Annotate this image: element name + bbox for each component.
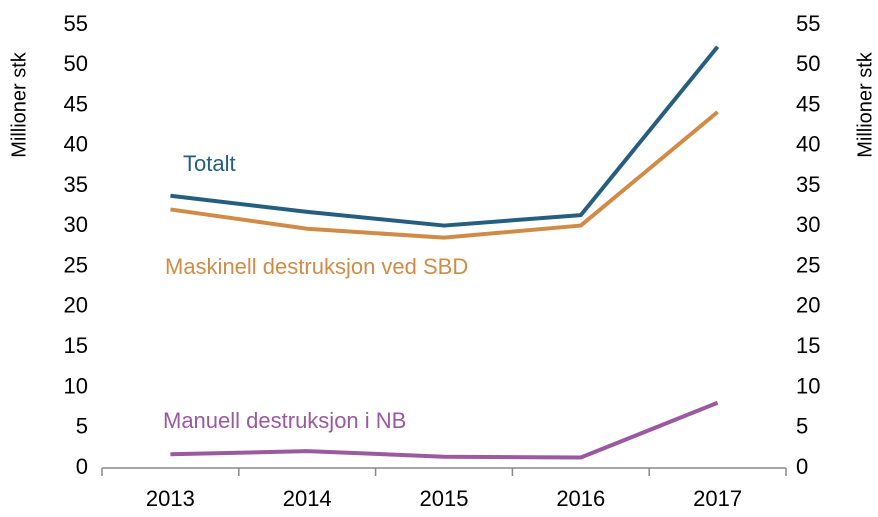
- series-line: [170, 110, 719, 240]
- y-tick-label: 25: [64, 252, 88, 277]
- y2-tick-label: 10: [796, 373, 820, 398]
- y-tick-label: 50: [64, 51, 88, 76]
- y-tick-label: 10: [64, 373, 88, 398]
- y-tick-label: 45: [64, 91, 88, 116]
- series-label: Manuell destruksjon i NB: [163, 408, 406, 433]
- y-tick-label: 35: [64, 172, 88, 197]
- y2-tick-label: 25: [796, 252, 820, 277]
- y-tick-label: 5: [76, 414, 88, 439]
- y-tick-label: 30: [64, 212, 88, 237]
- x-tick-label: 2016: [556, 486, 605, 511]
- y-axis-label: Millioner stk: [8, 51, 30, 158]
- y-tick-label: 15: [64, 333, 88, 358]
- y2-tick-label: 30: [796, 212, 820, 237]
- series-line: [170, 400, 719, 460]
- y2-tick-label: 45: [796, 91, 820, 116]
- y2-tick-label: 55: [796, 11, 820, 36]
- y2-tick-label: 15: [796, 333, 820, 358]
- y2-tick-label: 20: [796, 293, 820, 318]
- x-tick-label: 2014: [283, 486, 332, 511]
- x-tick-label: 2017: [693, 486, 742, 511]
- y2-tick-label: 0: [796, 454, 808, 479]
- y-tick-label: 55: [64, 11, 88, 36]
- y2-tick-label: 40: [796, 132, 820, 157]
- x-tick-label: 2013: [146, 486, 195, 511]
- series-label: Maskinell destruksjon ved SBD: [165, 254, 468, 279]
- y2-tick-label: 35: [796, 172, 820, 197]
- y-tick-label: 40: [64, 132, 88, 157]
- y-tick-label: 20: [64, 293, 88, 318]
- y-tick-label: 0: [76, 454, 88, 479]
- series-label: Totalt: [183, 151, 236, 176]
- y2-axis-label: Millioner stk: [854, 51, 876, 158]
- y2-tick-label: 50: [796, 51, 820, 76]
- series-line: [170, 45, 720, 228]
- y2-tick-label: 5: [796, 414, 808, 439]
- x-tick-label: 2015: [420, 486, 469, 511]
